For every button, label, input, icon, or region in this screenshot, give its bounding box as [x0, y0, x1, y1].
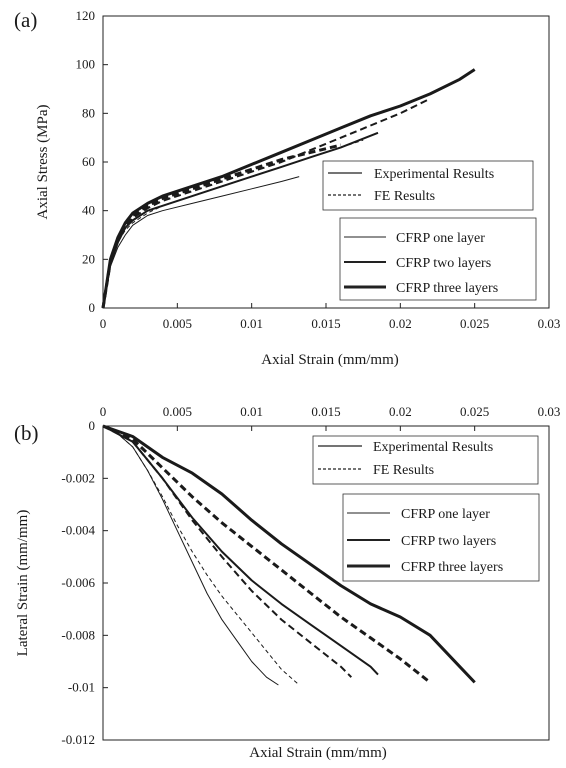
series-line-a-exp-1: [102, 176, 300, 309]
legend-label-one-layer-b: CFRP one layer: [401, 507, 490, 522]
x-tick-label-b: 0: [100, 404, 107, 419]
series-line-a-fe-3: [101, 143, 342, 309]
x-tick-label-a: 0.005: [163, 316, 192, 331]
legend-label-two-layers-b: CFRP two layers: [401, 534, 496, 549]
series-line-a-exp-2: [102, 131, 379, 309]
x-tick-label-b: 0.02: [389, 404, 412, 419]
y-axis-label-a: Axial Stress (MPa): [35, 105, 51, 220]
panel-label-a: (a): [14, 8, 37, 32]
legend-layers-a: CFRP one layer CFRP two layers CFRP thre…: [339, 217, 537, 301]
y-tick-label-b: 0: [89, 418, 96, 433]
series-line-b-fe-2: [102, 425, 353, 678]
legend-label-two-layers-a: CFRP two layers: [396, 256, 491, 271]
legend-label-fe-b: FE Results: [373, 463, 434, 478]
y-tick-label-a: 40: [82, 203, 95, 218]
legend-box-style-a: [322, 160, 534, 211]
y-tick-label-a: 60: [82, 154, 95, 169]
legend-line-style-a: Experimental Results FE Results: [322, 160, 534, 211]
x-tick-label-b: 0.03: [538, 404, 561, 419]
x-tick-label-a: 0.025: [460, 316, 489, 331]
legend-label-experimental-a: Experimental Results: [374, 167, 494, 182]
y-tick-label-a: 120: [76, 8, 96, 23]
series-line-b-exp-2: [102, 425, 379, 676]
y-tick-label-b: -0.006: [61, 575, 95, 590]
y-tick-label-b: -0.004: [61, 523, 95, 538]
legend-label-fe-a: FE Results: [374, 189, 435, 204]
y-tick-label-b: -0.008: [61, 627, 95, 642]
y-tick-label-b: -0.002: [61, 470, 95, 485]
chart-panel-b: (b) Lateral Strain (mm/mm) Axial Strain …: [14, 404, 560, 761]
x-tick-label-b: 0.015: [311, 404, 340, 419]
y-axis-label-b: Lateral Strain (mm/mm): [15, 510, 31, 657]
y-tick-label-a: 80: [82, 105, 95, 120]
x-tick-label-a: 0.01: [240, 316, 263, 331]
x-axis-label-b: Axial Strain (mm/mm): [249, 745, 386, 761]
x-axis-label-a: Axial Strain (mm/mm): [261, 352, 398, 368]
legend-layers-b: CFRP one layer CFRP two layers CFRP thre…: [342, 493, 540, 582]
y-tick-label-b: -0.012: [61, 732, 95, 747]
x-tick-label-b: 0.01: [240, 404, 263, 419]
y-tick-label-a: 100: [76, 57, 96, 72]
series-line-a-fe-2: [102, 97, 431, 309]
legend-label-three-layers-a: CFRP three layers: [396, 281, 498, 296]
legend-line-style-b: Experimental Results FE Results: [312, 435, 539, 485]
series-line-b-fe-1: [102, 425, 300, 686]
legend-label-experimental-b: Experimental Results: [373, 440, 493, 455]
series-line-b-fe-3: [102, 424, 432, 684]
panel-label-b: (b): [14, 421, 39, 445]
x-tick-label-b: 0.025: [460, 404, 489, 419]
y-tick-label-a: 0: [89, 300, 96, 315]
legend-box-style-b: [312, 435, 539, 485]
x-tick-label-a: 0.03: [538, 316, 561, 331]
x-tick-label-a: 0.02: [389, 316, 412, 331]
chart-panel-a: (a) Axial Stress (MPa) Axial Strain (mm/…: [14, 8, 560, 368]
series-line-b-exp-1: [102, 425, 279, 686]
series-line-a-exp-3: [101, 68, 476, 309]
series-line-b-exp-3: [102, 424, 476, 684]
plot-frame-a: [102, 15, 550, 309]
y-tick-label-b: -0.01: [68, 680, 95, 695]
y-tick-label-a: 20: [82, 251, 95, 266]
x-tick-label-a: 0.015: [311, 316, 340, 331]
x-tick-label-a: 0: [100, 316, 107, 331]
x-tick-label-b: 0.005: [163, 404, 192, 419]
legend-label-one-layer-a: CFRP one layer: [396, 231, 485, 246]
legend-label-three-layers-b: CFRP three layers: [401, 560, 503, 575]
plot-frame-b: [102, 425, 550, 741]
